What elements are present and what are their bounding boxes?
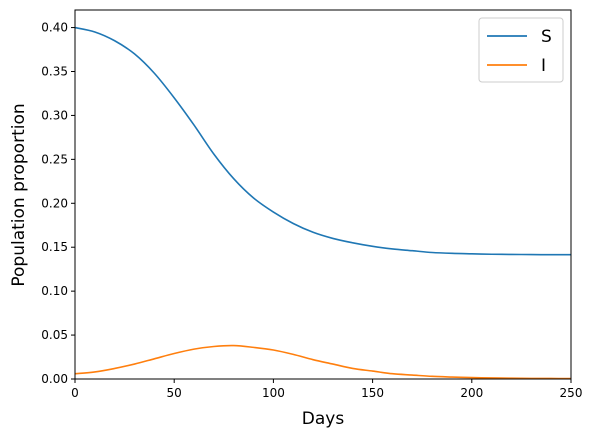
y-tick-label: 0.30 (41, 108, 68, 122)
legend: SI (478, 17, 564, 83)
x-tick-label: 50 (167, 386, 182, 400)
x-axis-label: Days (302, 409, 345, 429)
x-tick-label: 100 (262, 386, 285, 400)
axes-layer: 0 50 100 150 200 250 0.00 0.05 0.10 0.15 0.20 0.25 0… (41, 9, 583, 400)
y-tick-label: 0.25 (41, 152, 68, 166)
y-axis-label: Population proportion (9, 103, 29, 286)
series-line-I (74, 344, 572, 380)
x-tick-label: 250 (560, 386, 583, 400)
y-tick-label: 0.20 (41, 196, 68, 210)
series-layer (74, 26, 572, 380)
y-tick-label: 0.05 (41, 328, 68, 342)
x-tick-label: 150 (361, 386, 384, 400)
series-line-S (74, 26, 572, 256)
y-tick-label: 0.10 (41, 284, 68, 298)
x-tick-label: 200 (460, 386, 483, 400)
y-tick-label: 0.40 (41, 21, 68, 35)
legend-label-S: S (541, 27, 552, 47)
legend-box (478, 17, 564, 83)
y-tick-label: 0.35 (41, 65, 68, 79)
y-tick-label: 0.15 (41, 240, 68, 254)
legend-label-I: I (541, 56, 546, 76)
y-tick-label: 0.00 (41, 372, 68, 386)
axes-frame (74, 9, 572, 380)
x-tick-label: 0 (71, 386, 79, 400)
